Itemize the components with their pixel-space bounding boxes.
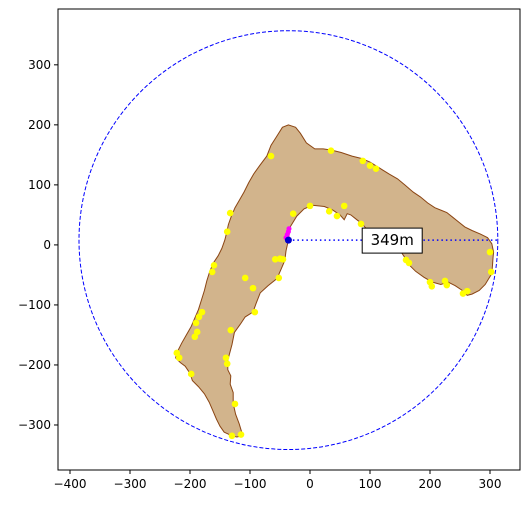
data-point — [463, 287, 471, 295]
x-tick-label: 100 — [359, 477, 382, 491]
plot-frame — [57, 8, 521, 471]
data-point — [325, 207, 333, 215]
data-point — [226, 209, 234, 217]
data-point — [275, 274, 283, 282]
data-point — [333, 212, 341, 220]
x-tick-label: 200 — [419, 477, 442, 491]
x-tick-label: −100 — [234, 477, 267, 491]
data-point — [340, 202, 348, 210]
data-point — [187, 370, 195, 378]
x-tick-label: −200 — [174, 477, 207, 491]
data-point — [210, 262, 218, 269]
data-point — [223, 360, 231, 368]
data-point — [195, 313, 203, 321]
center-point — [284, 236, 292, 244]
data-point — [327, 147, 335, 154]
x-tick-label: 300 — [479, 477, 502, 491]
data-point — [251, 308, 259, 316]
y-tick-label: 100 — [28, 178, 51, 192]
data-point — [192, 319, 200, 327]
data-point — [227, 326, 235, 334]
points-layer — [173, 147, 495, 440]
data-point — [279, 256, 287, 263]
data-point — [271, 256, 279, 263]
data-point — [237, 431, 245, 438]
data-point — [267, 152, 275, 160]
radius-annotation: 349m — [361, 227, 423, 254]
data-point — [372, 165, 380, 172]
data-point — [443, 281, 451, 289]
data-point — [223, 228, 231, 235]
data-point — [175, 354, 183, 362]
y-tick-label: 300 — [28, 58, 51, 72]
annotation-label: 349m — [371, 231, 414, 249]
y-tick-label: 0 — [43, 238, 51, 252]
data-point — [249, 284, 257, 292]
data-point — [241, 274, 249, 282]
data-point — [405, 259, 413, 267]
y-axis: −300 −200 −100 0 100 200 300 — [18, 58, 58, 432]
range-circle — [78, 30, 499, 451]
y-tick-label: 200 — [28, 118, 51, 132]
data-point — [228, 432, 236, 440]
data-point — [198, 308, 206, 316]
data-point — [306, 202, 314, 210]
x-tick-label: −400 — [54, 477, 87, 491]
x-tick-label: −300 — [114, 477, 147, 491]
island-shape — [175, 124, 495, 438]
data-point — [191, 333, 199, 341]
y-tick-label: −100 — [18, 298, 51, 312]
y-tick-label: −300 — [18, 418, 51, 432]
data-point — [487, 268, 495, 276]
data-point — [289, 210, 297, 217]
data-point — [222, 354, 230, 362]
y-tick-label: −200 — [18, 358, 51, 372]
data-point — [359, 157, 367, 165]
data-point — [366, 162, 374, 169]
magenta-points — [283, 226, 292, 241]
data-point — [428, 283, 436, 290]
data-point — [486, 248, 494, 256]
x-axis: −400 −300 −200 −100 0 100 200 300 — [54, 470, 502, 491]
data-point — [231, 400, 239, 408]
x-tick-label: 0 — [306, 477, 314, 491]
annotation-box — [361, 227, 423, 254]
data-point — [208, 268, 216, 276]
magenta-point — [286, 226, 292, 232]
data-point — [357, 220, 365, 228]
